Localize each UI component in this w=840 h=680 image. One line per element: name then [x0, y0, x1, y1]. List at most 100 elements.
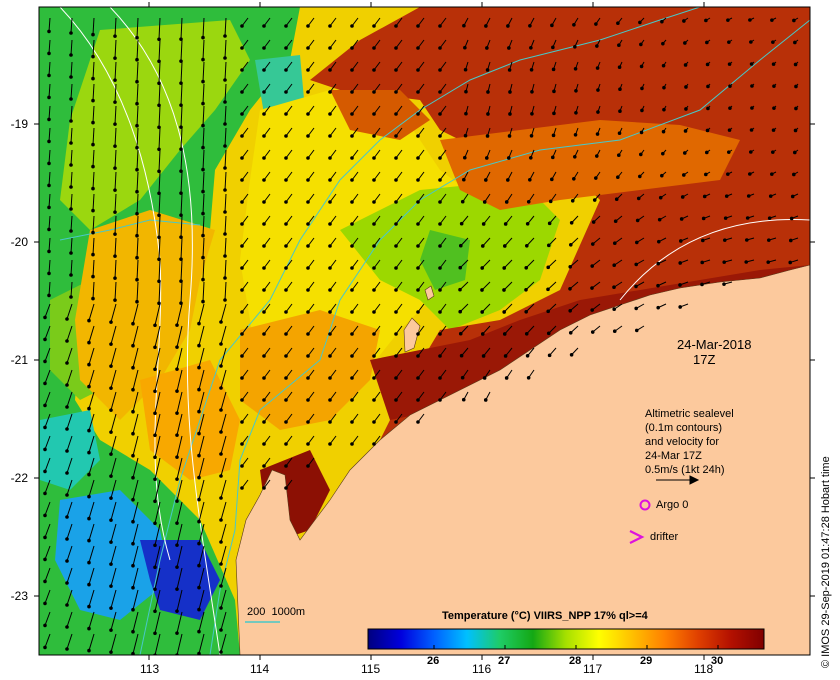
velocity-arrow-head: [131, 365, 135, 370]
velocity-arrow-head: [350, 134, 354, 138]
velocity-arrow-head: [87, 362, 91, 367]
velocity-arrow: [70, 171, 73, 188]
velocity-arrow-head: [69, 75, 73, 79]
velocity-arrow: [88, 523, 95, 541]
velocity-arrow: [66, 589, 73, 606]
velocity-arrow-head: [284, 112, 288, 116]
velocity-arrow-head: [508, 90, 512, 94]
velocity-legend-line: 0.5m/s (1kt 24h): [645, 464, 725, 476]
velocity-arrow-head: [727, 40, 731, 44]
velocity-arrow: [44, 369, 51, 384]
velocity-arrow-head: [131, 497, 135, 502]
velocity-arrow-head: [768, 194, 773, 198]
velocity-arrow-head: [617, 43, 621, 48]
velocity-arrow-head: [328, 46, 332, 50]
velocity-arrow-head: [788, 260, 793, 265]
sst-orange-north: [330, 90, 430, 140]
velocity-arrow-head: [262, 178, 266, 182]
velocity-arrow: [158, 193, 161, 216]
velocity-arrow-head: [372, 244, 376, 248]
velocity-arrow-head: [113, 100, 117, 104]
velocity-arrow-head: [306, 332, 310, 336]
velocity-arrow-head: [47, 29, 51, 34]
velocity-arrow: [114, 149, 117, 169]
map-plot-area: [39, 7, 810, 655]
velocity-arrow-head: [746, 194, 751, 198]
velocity-arrow-head: [284, 310, 288, 314]
velocity-arrow-head: [179, 213, 183, 217]
velocity-arrow-head: [679, 217, 684, 221]
velocity-arrow: [88, 369, 95, 387]
velocity-arrow: [48, 127, 51, 142]
axis-ticks: [34, 2, 815, 660]
velocity-arrow-head: [507, 46, 511, 50]
velocity-arrow: [154, 501, 161, 524]
velocity-arrow-head: [661, 63, 666, 68]
velocity-arrow-head: [201, 189, 205, 194]
velocity-arrow-head: [722, 282, 726, 286]
velocity-arrow-head: [262, 134, 266, 138]
velocity-arrows: [43, 17, 799, 655]
velocity-arrow-head: [416, 244, 420, 248]
velocity-arrow: [114, 259, 117, 279]
velocity-arrow: [154, 633, 161, 655]
velocity-arrow-head: [590, 264, 595, 268]
velocity-arrow: [158, 105, 161, 128]
velocity-arrow-head: [223, 78, 227, 82]
velocity-arrow-head: [594, 176, 598, 180]
velocity-arrow-head: [750, 106, 754, 110]
velocity-arrow-head: [157, 81, 161, 86]
velocity-arrow-head: [306, 442, 310, 446]
velocity-arrow-head: [65, 647, 69, 651]
velocity-arrow-head: [43, 403, 47, 408]
velocity-arrow-head: [113, 56, 117, 60]
velocity-arrow: [92, 127, 95, 145]
y-tick-label: -21: [10, 353, 28, 367]
velocity-arrow-head: [438, 376, 442, 380]
velocity-arrow: [136, 105, 139, 126]
velocity-arrow-head: [262, 90, 266, 94]
colorbar-title: Temperature (°C) VIIRS_NPP 17% ql>=4: [442, 610, 648, 622]
velocity-arrow-head: [506, 156, 511, 160]
velocity-arrow: [92, 259, 95, 277]
velocity-arrow-head: [328, 90, 332, 94]
velocity-arrow: [176, 523, 183, 546]
velocity-arrow-head: [656, 305, 660, 310]
velocity-arrow-head: [350, 376, 354, 380]
velocity-arrow-head: [394, 178, 398, 182]
velocity-arrow-head: [328, 178, 332, 182]
velocity-arrow-head: [438, 310, 442, 314]
velocity-arrow-head: [43, 337, 47, 342]
velocity-arrow-head: [262, 354, 266, 358]
velocity-arrow-head: [113, 144, 117, 148]
velocity-arrow-head: [91, 142, 95, 147]
velocity-arrow-head: [113, 232, 117, 236]
velocity-arrow-head: [69, 31, 73, 35]
velocity-arrow: [158, 215, 161, 238]
velocity-arrow: [92, 281, 95, 299]
velocity-arrow-head: [502, 244, 507, 248]
velocity-arrow-head: [530, 111, 534, 116]
velocity-arrow: [180, 17, 183, 40]
velocity-arrow-head: [706, 106, 710, 111]
velocity-arrow-head: [109, 518, 113, 522]
velocity-arrow-head: [262, 398, 266, 402]
velocity-arrow-head: [700, 238, 705, 243]
velocity-arrow-head: [197, 431, 201, 436]
velocity-arrow-head: [197, 497, 201, 502]
velocity-arrow-head: [481, 222, 486, 226]
velocity-arrow-head: [612, 241, 617, 246]
velocity-arrow-head: [69, 251, 73, 255]
velocity-arrow-head: [219, 496, 223, 500]
velocity-arrow: [180, 61, 183, 84]
velocity-arrow-head: [306, 200, 310, 204]
velocity-arrow: [92, 171, 95, 189]
velocity-arrow-head: [43, 601, 47, 606]
velocity-arrow-head: [197, 453, 201, 458]
velocity-arrow-head: [240, 310, 244, 314]
velocity-arrow-head: [617, 65, 622, 70]
x-tick-label: 114: [250, 662, 270, 676]
velocity-arrow: [92, 83, 95, 101]
velocity-arrow: [66, 303, 73, 320]
velocity-arrow-head: [87, 494, 91, 499]
